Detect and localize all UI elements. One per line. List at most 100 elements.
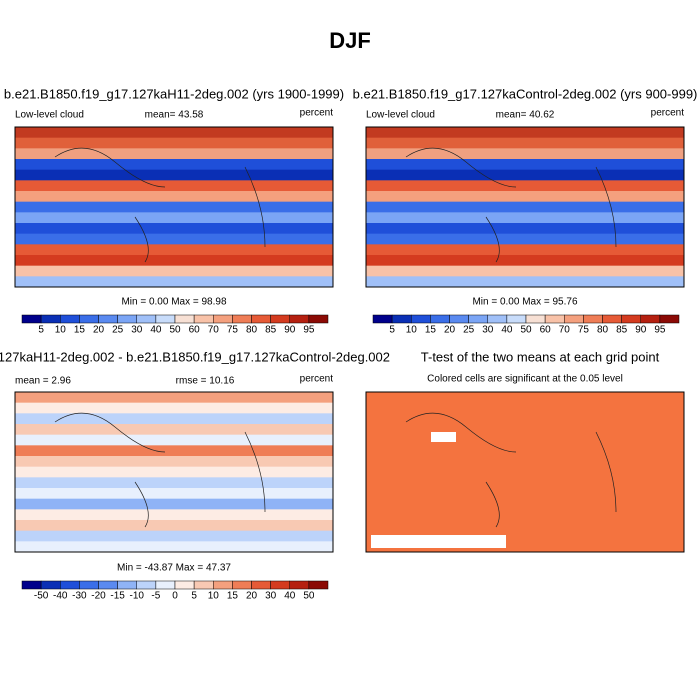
panel-title: b.e21.B1850.f19_g17.127kaControl-2deg.00…	[353, 86, 698, 101]
map-field	[15, 212, 333, 224]
map-field	[366, 255, 684, 267]
map-field	[15, 169, 333, 181]
map-field	[15, 530, 333, 542]
map	[14, 126, 334, 288]
colorbar-box	[117, 580, 137, 590]
colorbar-box	[213, 580, 233, 590]
map-field	[366, 127, 684, 139]
coastline	[405, 147, 617, 263]
map-field	[15, 191, 333, 203]
panel-title: b.e21.B1850.f19_g17.127kaH11-2deg.002 (y…	[4, 86, 344, 101]
colorbar-box	[155, 314, 176, 324]
map-field	[366, 276, 684, 288]
colorbar-label: 15	[227, 591, 239, 602]
map-field	[15, 413, 333, 425]
map-field	[366, 212, 684, 224]
colorbar-box	[289, 314, 310, 324]
colorbar-box	[640, 314, 661, 324]
min-max-label: Min = 0.00 Max = 98.98	[121, 297, 227, 308]
colorbar-box	[155, 580, 176, 590]
colorbar-label: 60	[189, 325, 201, 336]
colorbar-label: 10	[406, 325, 418, 336]
colorbar-box	[289, 580, 310, 590]
colorbar-box	[411, 314, 431, 324]
colorbar-label: 10	[55, 325, 67, 336]
colorbar-box	[308, 314, 329, 324]
insignificant-area	[371, 535, 506, 548]
colorbar-box	[525, 314, 546, 324]
colorbar-label: 30	[131, 325, 143, 336]
colorbar-box	[117, 314, 137, 324]
colorbar-box	[98, 580, 118, 590]
colorbar-label: 30	[482, 325, 494, 336]
colorbar-box	[602, 314, 622, 324]
colorbar-box	[232, 314, 252, 324]
map-field	[366, 392, 684, 552]
colorbar-box	[60, 580, 80, 590]
map-field	[366, 233, 684, 245]
insignificant-area	[431, 432, 456, 442]
colorbar-label: 50	[303, 591, 315, 602]
colorbar-label: 90	[635, 325, 647, 336]
colorbar-label: 15	[74, 325, 86, 336]
colorbar-box	[174, 580, 195, 590]
colorbar-box	[487, 314, 508, 324]
colorbar-box	[270, 580, 290, 590]
colorbar-label: 95	[654, 325, 666, 336]
colorbar-box	[251, 580, 271, 590]
map-field	[366, 137, 684, 149]
map-field	[366, 244, 684, 256]
map-field	[15, 477, 333, 489]
min-max-label: Min = 0.00 Max = 95.76	[472, 297, 578, 308]
map-field	[15, 180, 333, 192]
coastline	[405, 412, 617, 528]
map-field	[15, 127, 333, 139]
colorbar-box	[564, 314, 584, 324]
colorbar-box	[98, 314, 118, 324]
colorbar-label: 95	[303, 325, 315, 336]
map-field	[366, 265, 684, 277]
map-field	[366, 201, 684, 213]
colorbar-label: 5	[389, 325, 395, 336]
map-field	[366, 159, 684, 171]
map-frame	[365, 391, 685, 553]
map-field	[366, 191, 684, 203]
colorbar-box	[213, 314, 233, 324]
map-field	[366, 180, 684, 192]
map-field	[366, 148, 684, 160]
map-frame	[14, 391, 334, 553]
map-field	[15, 445, 333, 457]
colorbar-label: 80	[597, 325, 609, 336]
colorbar-box	[40, 580, 61, 590]
colorbar-label: 60	[540, 325, 552, 336]
colorbar-label: -20	[91, 591, 106, 602]
map-field	[15, 276, 333, 288]
panel-title: 9_g17.127kaH11-2deg.002 - b.e21.B1850.f1…	[0, 349, 390, 364]
colorbar-label: 0	[172, 591, 178, 602]
colorbar-label: 70	[208, 325, 220, 336]
map-field	[15, 201, 333, 213]
colorbar-box	[308, 580, 329, 590]
colorbar-label: 40	[150, 325, 162, 336]
map	[365, 126, 685, 288]
map-field	[15, 148, 333, 160]
colorbar-box	[174, 314, 195, 324]
colorbar-label: 5	[191, 591, 197, 602]
colorbar-box	[193, 580, 214, 590]
map-field	[15, 541, 333, 553]
colorbar-label: 75	[578, 325, 590, 336]
colorbar-box	[449, 314, 469, 324]
map-field	[366, 223, 684, 235]
colorbar-label: 85	[616, 325, 628, 336]
colorbar-box	[270, 314, 290, 324]
colorbar-box	[430, 314, 450, 324]
colorbar-box	[136, 580, 157, 590]
colorbar-label: 20	[444, 325, 456, 336]
colorbar-box	[21, 580, 42, 590]
coastline	[54, 147, 266, 263]
colorbar-label: 15	[425, 325, 437, 336]
panel-left-label: Low-level cloud	[15, 110, 84, 121]
map-field	[15, 233, 333, 245]
map-field	[15, 498, 333, 510]
